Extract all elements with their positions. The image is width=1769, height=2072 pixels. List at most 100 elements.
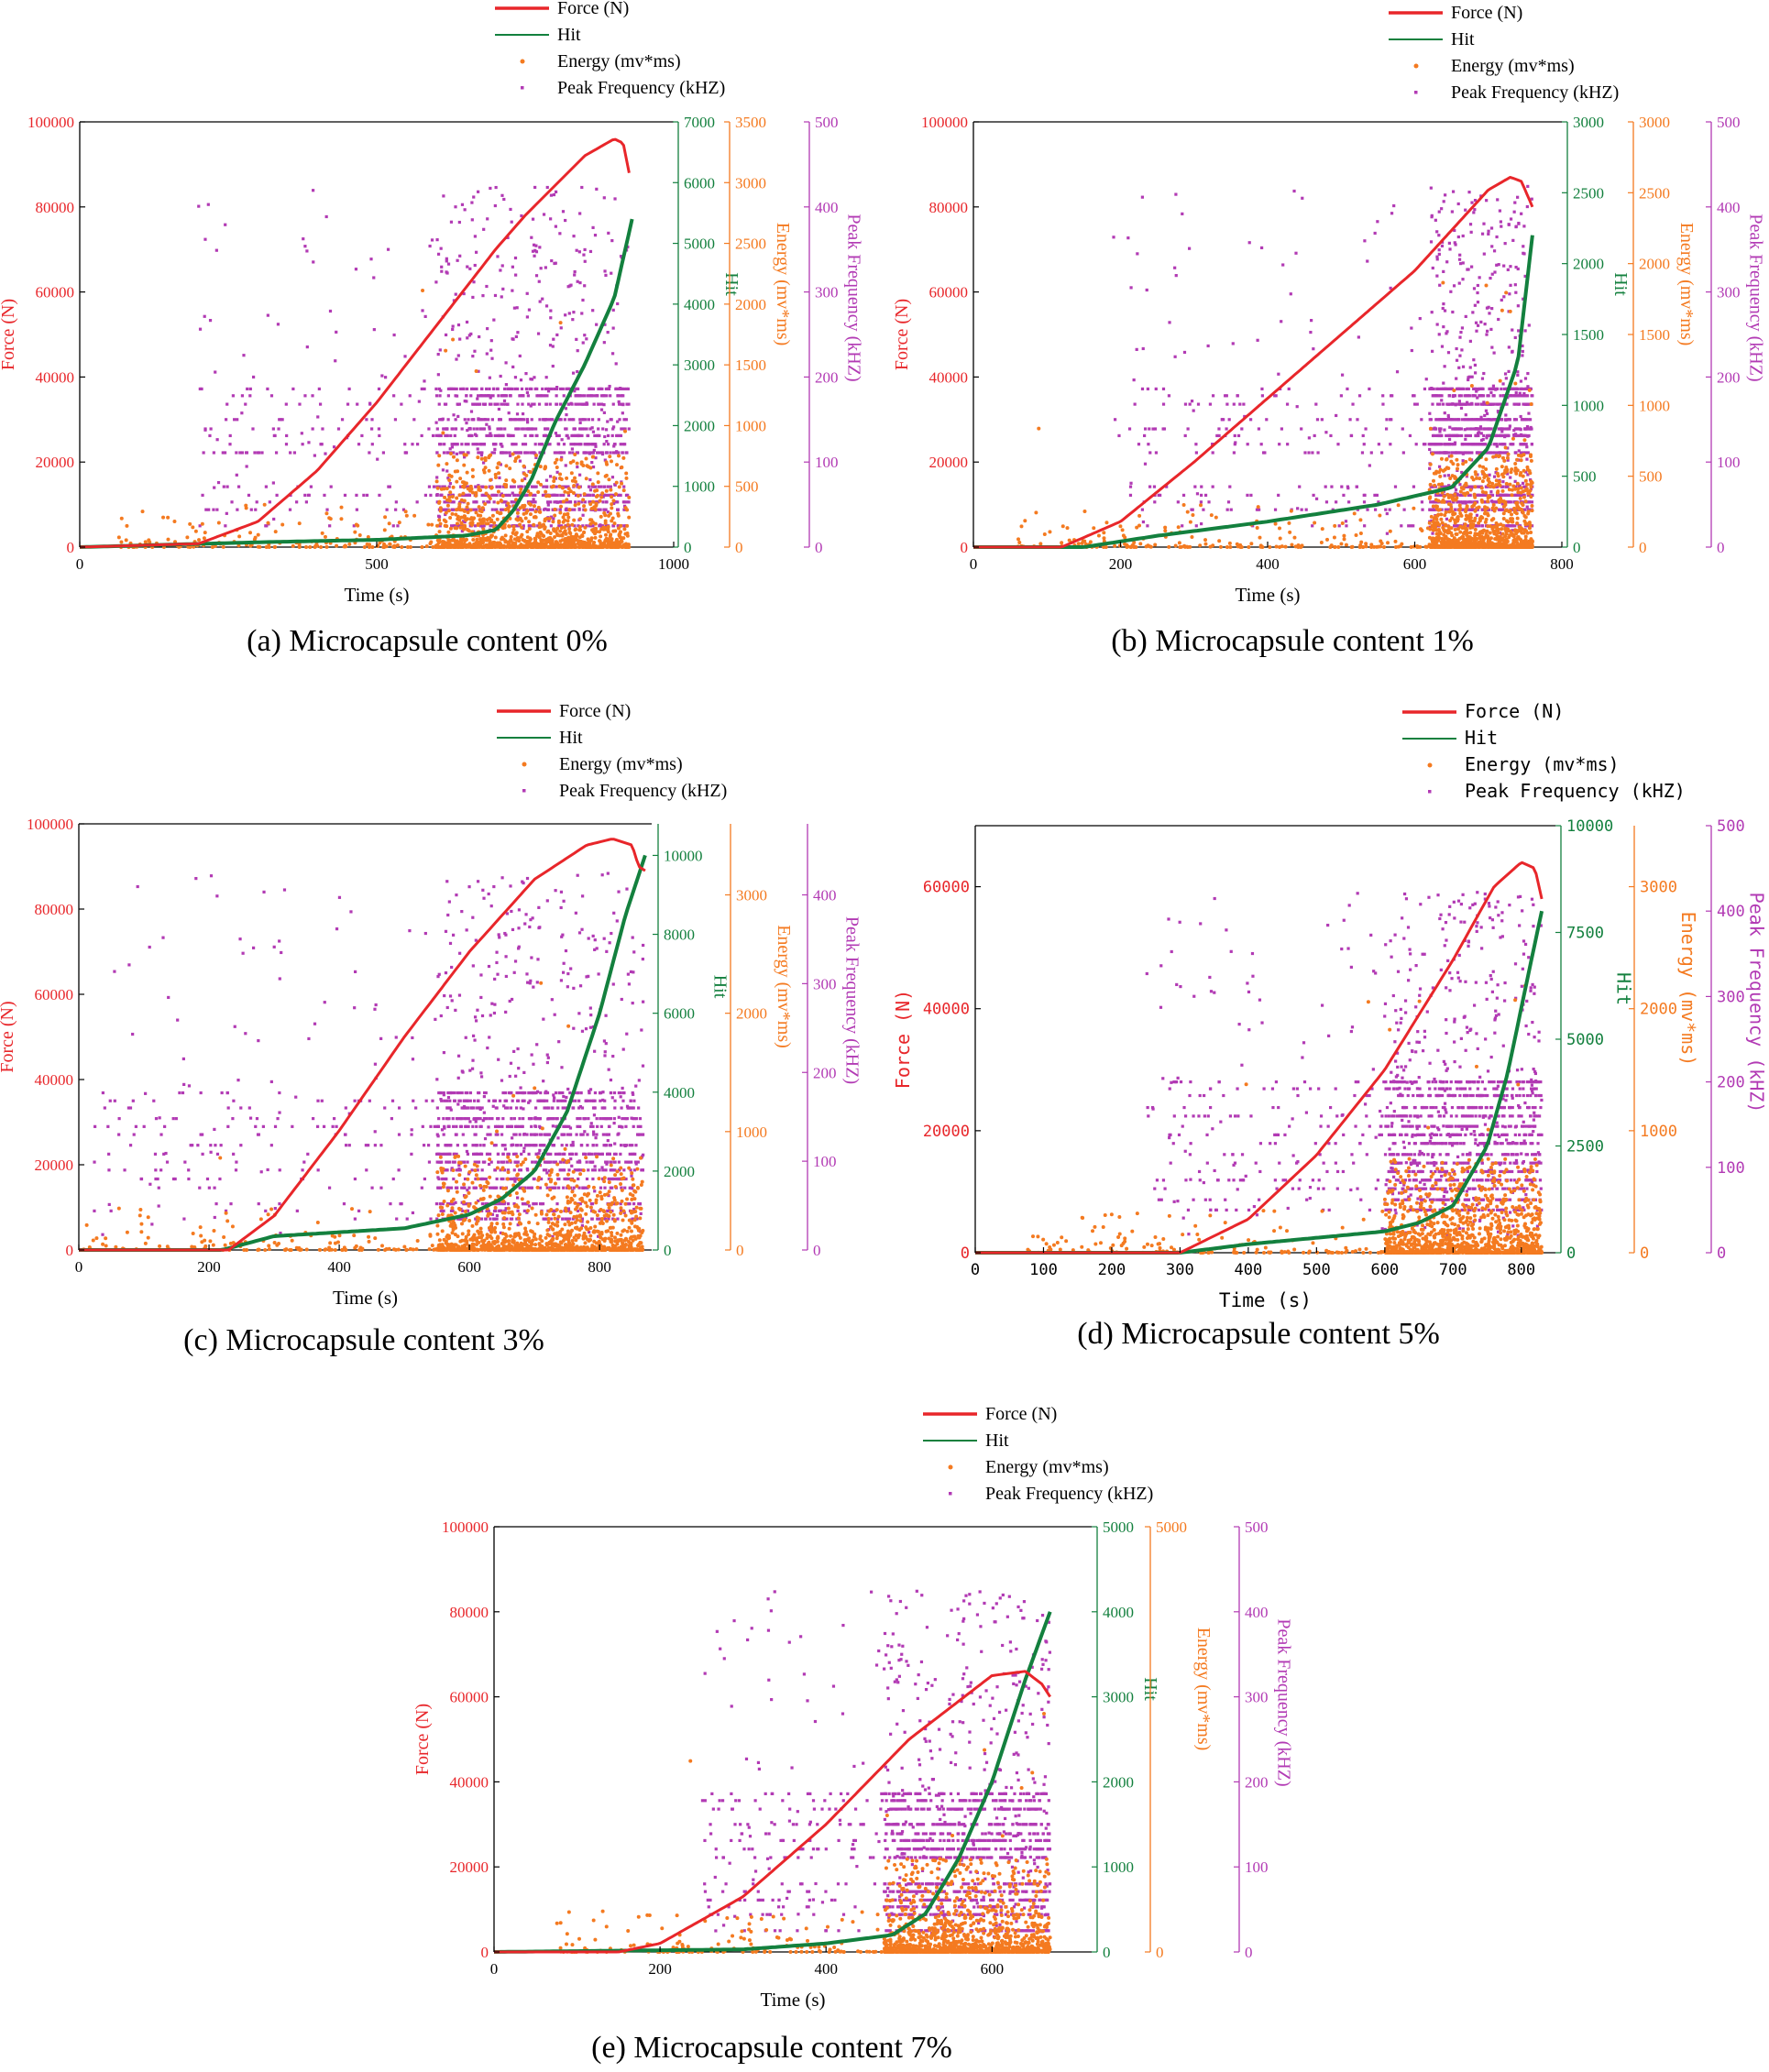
freq-point [1468,500,1472,504]
freq-point [532,500,535,504]
energy-point [221,544,225,549]
energy-point [582,531,587,535]
energy-point [532,504,536,509]
energy-point [621,536,626,541]
freq-point [385,508,389,511]
freq-point [454,418,457,422]
energy-point [593,488,598,493]
freq-point [319,443,323,446]
freq-point [1436,402,1440,406]
freq-point [621,411,624,415]
freq-point [1429,240,1434,244]
freq-point [415,500,419,504]
energy-point [1082,509,1087,513]
freq-point [1504,413,1508,417]
freq-point [1418,316,1422,321]
freq-point [1137,443,1141,446]
freq-point [1402,508,1406,511]
freq-point [1336,443,1340,446]
freq-point [1437,234,1441,237]
energy-point [1469,383,1474,388]
freq-point [485,387,489,390]
freq-point [574,433,577,438]
freq-point [245,465,248,468]
freq-point [434,280,438,284]
energy-point [1473,485,1478,489]
freq-point [578,473,582,477]
freq-point [492,318,496,322]
freq-point [1384,508,1388,511]
energy-point [599,514,603,519]
energy-point [497,461,501,466]
freq-point [1442,381,1445,385]
freq-point [284,402,288,406]
energy-point [1273,521,1278,526]
freq-point [475,500,478,504]
freq-point [606,331,610,334]
freq-point [1470,201,1474,204]
freq-point [622,418,626,422]
freq-point [465,320,469,324]
freq-point [1488,312,1491,315]
freq-point [513,256,518,260]
freq-point [499,463,502,466]
freq-point [566,493,571,497]
freq-point [1240,427,1244,431]
freq-point [534,433,538,438]
freq-point [531,451,534,455]
freq-point [1278,443,1281,446]
freq-point [470,201,474,204]
freq-point [621,394,625,398]
energy-point [430,522,434,527]
freq-point [578,433,582,438]
freq-point [481,294,485,298]
freq-point [1428,418,1432,422]
freq-point [1511,443,1515,446]
freq-point [475,387,478,390]
freq-point [494,524,498,528]
freq-point [1461,365,1466,368]
energy-point [1452,388,1456,392]
freq-point [1211,485,1214,488]
freq-point [214,248,218,252]
freq-point [231,394,236,398]
freq-point [1203,493,1208,497]
freq-point [201,493,204,497]
energy-point [521,538,525,543]
energy-point [524,473,529,477]
freq-point [403,355,407,358]
freq-point [1364,427,1368,431]
freq-point [1181,524,1184,528]
freq-point [627,500,631,504]
freq-point [1476,323,1480,327]
energy-point [563,529,567,533]
energy-point [603,521,608,525]
energy-point [448,451,453,455]
freq-point [240,411,244,415]
freq-point [246,387,249,390]
freq-point [619,493,622,497]
energy-point [484,521,489,526]
freq-point [569,443,573,446]
energy-point [420,545,424,549]
freq-point [1303,451,1307,455]
freq-point [597,508,600,511]
freq-point [535,394,539,398]
energy-point [606,537,610,542]
freq-point [578,418,582,422]
energy-point [596,471,600,476]
energy-point [481,519,486,523]
freq-point [225,418,228,422]
freq-point [1443,428,1446,432]
freq-point [534,274,539,278]
energy-point [445,503,450,508]
freq-point [450,524,454,528]
freq-point [1360,451,1365,455]
freq-point [1442,325,1445,329]
freq-point [1500,430,1504,433]
freq-point [611,524,615,528]
freq-point [515,306,519,310]
freq-point [555,493,559,497]
freq-point [599,402,604,406]
freq-point [482,500,486,504]
